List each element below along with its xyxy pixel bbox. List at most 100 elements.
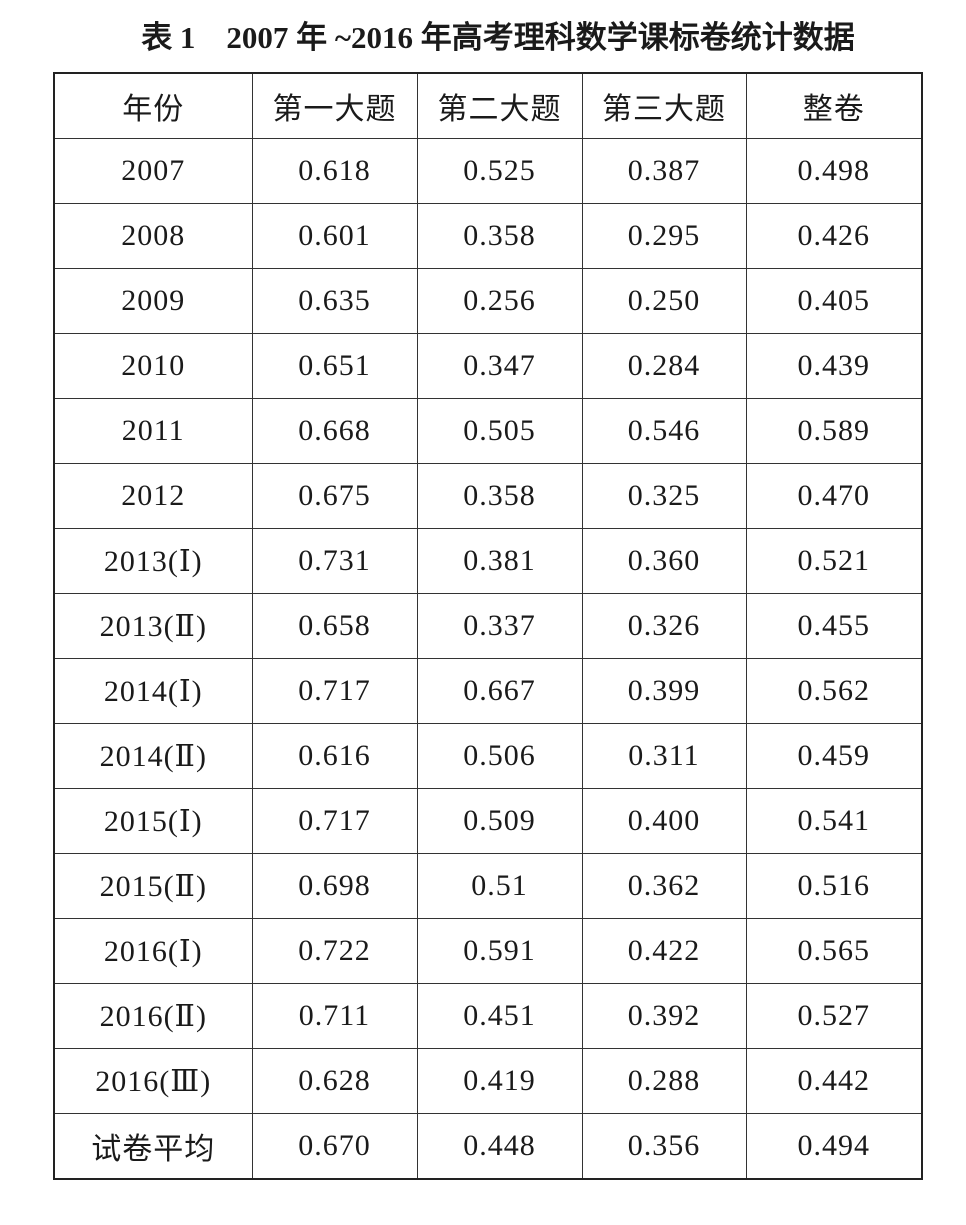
table-cell: 0.362 <box>581 853 747 919</box>
table-cell: 0.731 <box>251 528 418 594</box>
header-cell: 年份 <box>53 72 253 139</box>
table-cell: 0.498 <box>745 138 923 204</box>
table-cell: 0.651 <box>251 333 418 399</box>
table-cell: 0.527 <box>745 983 923 1049</box>
table-cell: 2012 <box>53 463 253 529</box>
table-cell: 0.546 <box>581 398 747 464</box>
table-row: 2016(Ⅰ) 0.722 0.591 0.422 0.565 <box>53 918 923 984</box>
table-cell: 2016(Ⅰ) <box>53 918 253 984</box>
table-cell: 0.422 <box>581 918 747 984</box>
table-row: 2016(Ⅱ) 0.711 0.451 0.392 0.527 <box>53 983 923 1049</box>
table-cell: 2013(Ⅰ) <box>53 528 253 594</box>
table-row: 2010 0.651 0.347 0.284 0.439 <box>53 333 923 399</box>
table-title: 表 1 2007 年 ~2016 年高考理科数学课标卷统计数据 <box>141 20 855 55</box>
table-cell: 0.399 <box>581 658 747 724</box>
table-cell: 0.506 <box>416 723 583 789</box>
table-cell: 0.400 <box>581 788 747 854</box>
table-cell: 0.337 <box>416 593 583 659</box>
table-cell: 0.381 <box>416 528 583 594</box>
table-cell: 0.250 <box>581 268 747 334</box>
table-row: 2014(Ⅰ) 0.717 0.667 0.399 0.562 <box>53 658 923 724</box>
table-cell: 0.591 <box>416 918 583 984</box>
table-cell: 0.562 <box>745 658 923 724</box>
table-row: 2007 0.618 0.525 0.387 0.498 <box>53 138 923 204</box>
table-cell: 0.628 <box>251 1048 418 1114</box>
table-cell: 0.601 <box>251 203 418 269</box>
table-cell: 0.494 <box>745 1113 923 1180</box>
table-row: 2009 0.635 0.256 0.250 0.405 <box>53 268 923 334</box>
table-cell: 0.459 <box>745 723 923 789</box>
table-cell: 0.521 <box>745 528 923 594</box>
table-cell: 0.360 <box>581 528 747 594</box>
table-cell: 0.698 <box>251 853 418 919</box>
table-cell: 2008 <box>53 203 253 269</box>
table-cell: 0.525 <box>416 138 583 204</box>
table-cell: 0.426 <box>745 203 923 269</box>
table-cell: 0.356 <box>581 1113 747 1180</box>
table-row: 2016(Ⅲ) 0.628 0.419 0.288 0.442 <box>53 1048 923 1114</box>
table-row: 2013(Ⅱ) 0.658 0.337 0.326 0.455 <box>53 593 923 659</box>
table-cell: 0.284 <box>581 333 747 399</box>
table-cell: 0.717 <box>251 658 418 724</box>
table-cell: 0.311 <box>581 723 747 789</box>
table-cell: 0.516 <box>745 853 923 919</box>
data-table: 年份 第一大题 第二大题 第三大题 整卷 2007 0.618 0.525 0.387 0.498… <box>53 72 923 1180</box>
table-cell: 0.670 <box>251 1113 418 1180</box>
table-cell: 0.717 <box>251 788 418 854</box>
table-cell: 0.325 <box>581 463 747 529</box>
table-row: 2011 0.668 0.505 0.546 0.589 <box>53 398 923 464</box>
table-cell: 0.505 <box>416 398 583 464</box>
table-cell: 0.439 <box>745 333 923 399</box>
table-cell: 2013(Ⅱ) <box>53 593 253 659</box>
table-cell: 0.635 <box>251 268 418 334</box>
table-cell: 2014(Ⅱ) <box>53 723 253 789</box>
table-cell: 0.470 <box>745 463 923 529</box>
table-cell: 0.565 <box>745 918 923 984</box>
header-cell: 整卷 <box>745 72 923 139</box>
table-row: 2014(Ⅱ) 0.616 0.506 0.311 0.459 <box>53 723 923 789</box>
table-cell: 0.541 <box>745 788 923 854</box>
header-cell: 第三大题 <box>581 72 747 139</box>
table-cell: 0.387 <box>581 138 747 204</box>
table-cell: 2007 <box>53 138 253 204</box>
table-cell: 0.589 <box>745 398 923 464</box>
table-cell: 0.51 <box>416 853 583 919</box>
table-cell: 0.667 <box>416 658 583 724</box>
table-cell: 2016(Ⅱ) <box>53 983 253 1049</box>
table-row: 2013(Ⅰ) 0.731 0.381 0.360 0.521 <box>53 528 923 594</box>
table-cell: 0.442 <box>745 1048 923 1114</box>
table-cell: 0.448 <box>416 1113 583 1180</box>
table-cell: 0.455 <box>745 593 923 659</box>
table-cell: 2016(Ⅲ) <box>53 1048 253 1114</box>
table-cell: 0.419 <box>416 1048 583 1114</box>
table-cell: 0.392 <box>581 983 747 1049</box>
table-cell: 0.405 <box>745 268 923 334</box>
table-cell: 0.347 <box>416 333 583 399</box>
table-row: 2012 0.675 0.358 0.325 0.470 <box>53 463 923 529</box>
table-cell: 0.618 <box>251 138 418 204</box>
table-cell: 2011 <box>53 398 253 464</box>
table-cell: 0.675 <box>251 463 418 529</box>
table-row: 2015(Ⅰ) 0.717 0.509 0.400 0.541 <box>53 788 923 854</box>
header-cell: 第一大题 <box>251 72 418 139</box>
table-row: 2015(Ⅱ) 0.698 0.51 0.362 0.516 <box>53 853 923 919</box>
table-cell: 2014(Ⅰ) <box>53 658 253 724</box>
table-cell: 0.668 <box>251 398 418 464</box>
table-body: 年份 第一大题 第二大题 第三大题 整卷 2007 0.618 0.525 0.387 0.498… <box>53 72 923 1180</box>
table-cell: 2015(Ⅱ) <box>53 853 253 919</box>
table-cell: 2009 <box>53 268 253 334</box>
table-cell: 0.722 <box>251 918 418 984</box>
table-cell: 2015(Ⅰ) <box>53 788 253 854</box>
table-cell: 0.616 <box>251 723 418 789</box>
table-cell: 0.295 <box>581 203 747 269</box>
table-row: 试卷平均 0.670 0.448 0.356 0.494 <box>53 1113 923 1180</box>
table-cell: 0.509 <box>416 788 583 854</box>
table-cell: 0.358 <box>416 203 583 269</box>
table-cell: 0.288 <box>581 1048 747 1114</box>
table-cell: 0.326 <box>581 593 747 659</box>
table-cell: 0.256 <box>416 268 583 334</box>
table-cell: 2010 <box>53 333 253 399</box>
table-row: 2008 0.601 0.358 0.295 0.426 <box>53 203 923 269</box>
table-cell: 试卷平均 <box>53 1113 253 1180</box>
